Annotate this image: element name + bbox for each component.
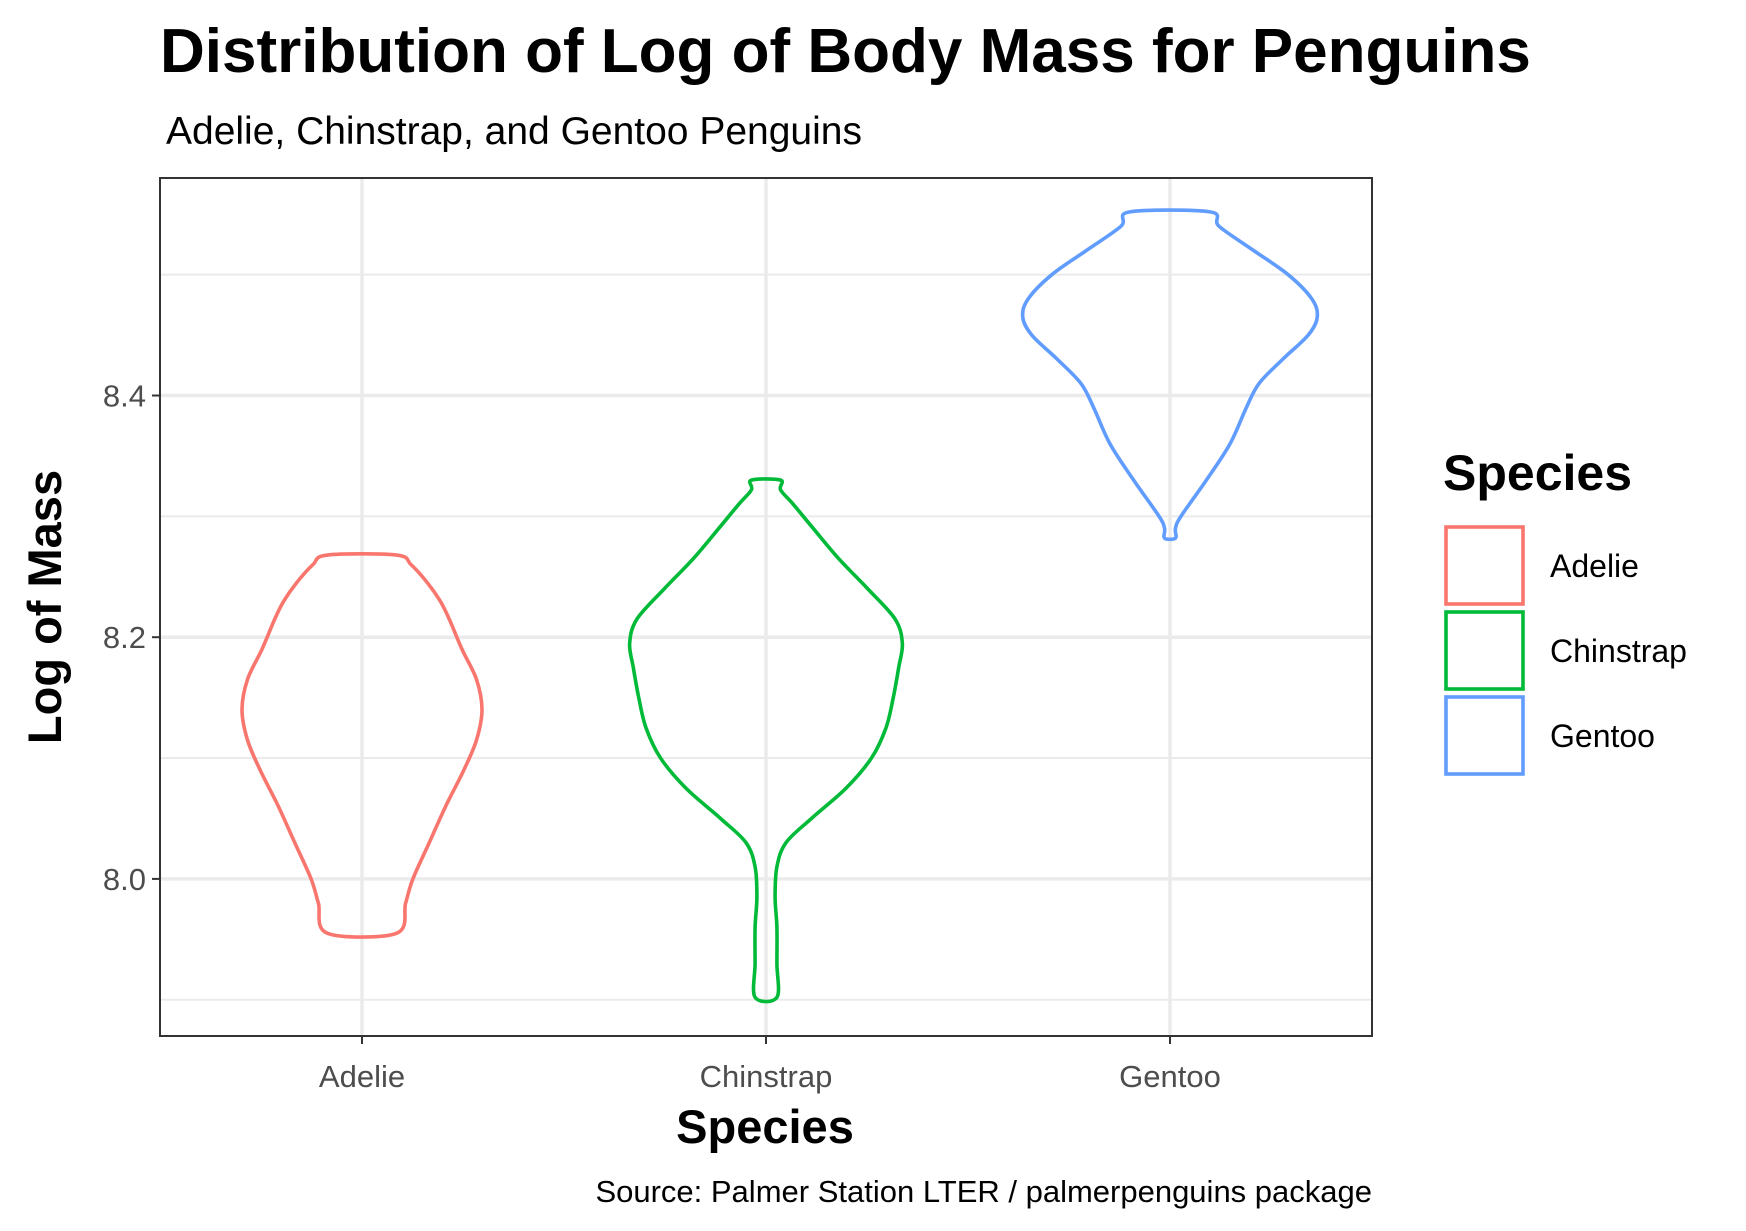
legend-key-gentoo xyxy=(1444,695,1525,776)
x-axis-title: Species xyxy=(676,1100,854,1153)
plot-panel xyxy=(159,177,1373,1037)
chart-caption: Source: Palmer Station LTER / palmerpeng… xyxy=(595,1174,1372,1209)
x-tick-label: Gentoo xyxy=(1119,1059,1221,1094)
violin-gentoo xyxy=(1020,208,1320,542)
x-tick-label: Adelie xyxy=(319,1059,405,1094)
major-gridlines xyxy=(160,178,1372,1036)
violin-adelie xyxy=(240,552,484,939)
legend-title: Species xyxy=(1443,445,1632,501)
legend-key-chinstrap xyxy=(1444,610,1525,691)
legend-items: Adelie Chinstrap Gentoo xyxy=(1444,525,1687,776)
legend-label: Adelie xyxy=(1550,548,1639,584)
chart-title: Distribution of Log of Body Mass for Pen… xyxy=(160,17,1531,86)
y-tick-label: 8.4 xyxy=(103,379,146,414)
x-tick-label: Chinstrap xyxy=(700,1059,833,1094)
y-tick-label: 8.2 xyxy=(103,620,146,655)
legend-label: Chinstrap xyxy=(1550,633,1687,669)
y-axis: 8.0 8.2 8.4 xyxy=(103,379,160,897)
chart-subtitle: Adelie, Chinstrap, and Gentoo Penguins xyxy=(166,110,862,153)
legend-label: Gentoo xyxy=(1550,718,1655,754)
violin-chinstrap xyxy=(627,477,905,1004)
y-axis-title: Log of Mass xyxy=(18,470,71,744)
legend: Species Adelie Chinstrap Gentoo xyxy=(1443,445,1687,776)
y-tick-label: 8.0 xyxy=(103,862,146,897)
legend-key-adelie xyxy=(1444,525,1525,606)
x-axis: Adelie Chinstrap Gentoo xyxy=(319,1036,1221,1094)
violins xyxy=(240,208,1320,1004)
